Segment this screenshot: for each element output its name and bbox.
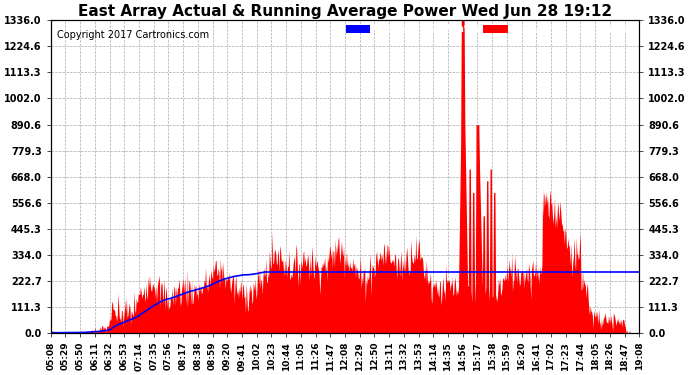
Text: Copyright 2017 Cartronics.com: Copyright 2017 Cartronics.com <box>57 30 208 40</box>
Title: East Array Actual & Running Average Power Wed Jun 28 19:12: East Array Actual & Running Average Powe… <box>78 4 612 19</box>
Legend: Average  (DC Watts), East Array  (DC Watts): Average (DC Watts), East Array (DC Watts… <box>344 22 634 36</box>
